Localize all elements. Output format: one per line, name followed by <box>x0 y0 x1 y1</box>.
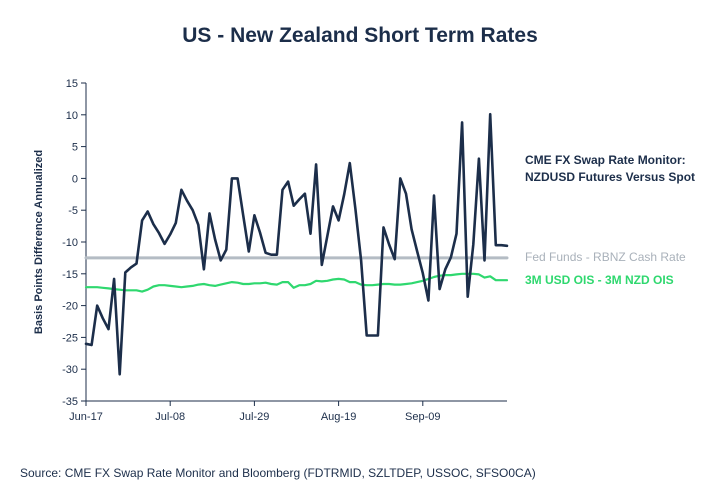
x-axis: Jun-17 Jul-08 Jul-29 Aug-19 Sep-09 <box>69 400 507 423</box>
y-tick-label: 0 <box>72 173 78 185</box>
y-tick-label: 15 <box>66 78 78 90</box>
series-line-ois <box>84 272 509 293</box>
legend-futures-line2: NZDUSD Futures Versus Spot <box>525 170 695 184</box>
y-tick-label: 5 <box>72 142 78 154</box>
y-axis: 15 10 5 0 -5 -10 -15 -20 -25 -30 -35 <box>62 78 87 408</box>
source-note: Source: CME FX Swap Rate Monitor and Blo… <box>20 466 536 480</box>
y-tick-label: 10 <box>66 110 78 122</box>
series-group <box>84 112 509 376</box>
series-line-nzdusd-futures <box>84 112 509 376</box>
y-axis-label: Basis Points Difference Annualized <box>33 150 45 334</box>
y-tick-label: -30 <box>62 364 78 376</box>
legend-ois: 3M USD OIS - 3M NZD OIS <box>525 273 674 287</box>
chart-title: US - New Zealand Short Term Rates <box>182 24 538 47</box>
legend-futures-line1: CME FX Swap Rate Monitor: <box>525 153 686 167</box>
legend-fed-funds: Fed Funds - RBNZ Cash Rate <box>525 250 686 264</box>
x-tick-label: Jul-29 <box>239 411 269 423</box>
y-tick-label: -15 <box>62 269 78 281</box>
x-tick-label: Jul-08 <box>155 411 185 423</box>
y-tick-label: -25 <box>62 332 78 344</box>
y-tick-label: -20 <box>62 301 78 313</box>
y-tick-label: -35 <box>62 396 78 408</box>
x-tick-label: Jun-17 <box>69 411 103 423</box>
x-tick-label: Sep-09 <box>405 411 440 423</box>
y-tick-label: -10 <box>62 237 78 249</box>
legend: CME FX Swap Rate Monitor: NZDUSD Futures… <box>525 153 695 287</box>
x-tick-label: Aug-19 <box>321 411 356 423</box>
y-tick-label: -5 <box>68 205 78 217</box>
